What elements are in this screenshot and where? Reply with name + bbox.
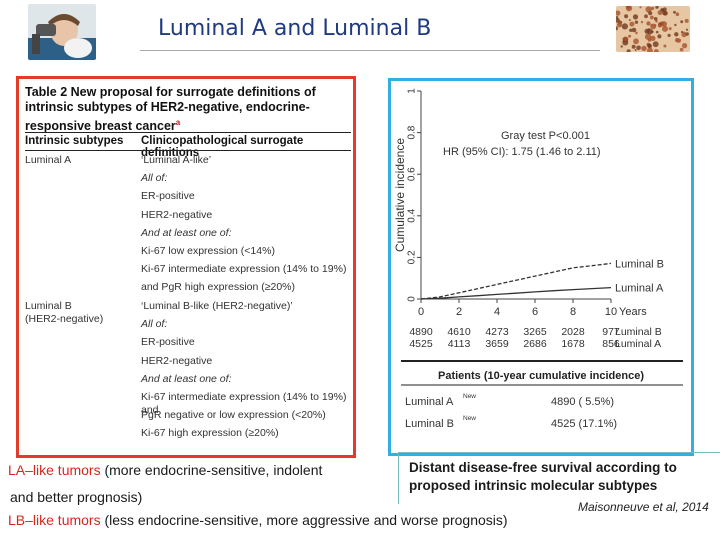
- x-tick-label: 6: [532, 306, 538, 318]
- chart-annotation-hr: HR (95% CI): 1.75 (1.46 to 2.11): [443, 146, 601, 158]
- at-risk-value: 4113: [448, 338, 471, 350]
- series-line-luminal-a: [420, 286, 612, 300]
- x-tick-label: 4: [494, 306, 500, 318]
- citation: Maisonneuve et al, 2014: [578, 500, 709, 514]
- subtype-luminal-b: Luminal B: [25, 300, 72, 312]
- chart-svg: 0 0.2 0.4 0.6 0.8 1 Cumulative incidence 0 2 4 6 8 1…: [393, 88, 683, 430]
- chart-annotation-test: Gray test P<0.001: [501, 130, 590, 142]
- definition-line: All of:: [141, 318, 168, 331]
- x-tick-label: 8: [570, 306, 576, 318]
- microscope-user-photo: [28, 4, 96, 60]
- definition-line: Ki-67 high expression (≥20%): [141, 427, 279, 440]
- summary-row-mark: New: [463, 415, 476, 422]
- y-tick-label: 0.2: [407, 250, 418, 264]
- x-axis-label: Years: [619, 306, 647, 318]
- at-risk-label: Luminal B: [615, 326, 662, 338]
- series-label: Luminal A: [615, 283, 664, 295]
- at-risk-value: 3659: [485, 338, 509, 350]
- at-risk-value: 4890: [409, 326, 433, 338]
- y-tick-label: 0: [407, 296, 418, 302]
- at-risk-value: 4610: [447, 326, 471, 338]
- definition-line: ER-positive: [141, 190, 195, 203]
- y-tick-label: 0.8: [407, 125, 418, 139]
- summary-row-mark: New: [463, 393, 476, 400]
- figure-caption: Distant disease-free survival according …: [398, 452, 720, 504]
- definition-line: ER-positive: [141, 336, 195, 349]
- at-risk-value: 2028: [561, 326, 585, 338]
- y-axis-label: Cumulative incidence: [393, 138, 407, 252]
- table-title: Table 2 New proposal for surrogate defin…: [25, 85, 316, 134]
- at-risk-value: 3265: [523, 326, 547, 338]
- at-risk-value: 4525: [409, 338, 433, 350]
- definition-line: Ki-67 intermediate expression (14% to 19…: [141, 263, 347, 276]
- slide-title: Luminal A and Luminal B: [158, 16, 432, 41]
- luminal-b-caption: LB–like tumors (less endocrine-sensitive…: [8, 512, 508, 528]
- at-risk-value: 4273: [485, 326, 509, 338]
- at-risk-label: Luminal A: [615, 338, 661, 350]
- definition-line: PgR negative or low expression (<20%): [141, 409, 326, 422]
- surrogate-definitions-table: Table 2 New proposal for surrogate defin…: [16, 76, 356, 458]
- summary-row-name: Luminal A: [405, 396, 454, 408]
- summary-row-value: 4890 ( 5.5%): [551, 396, 614, 408]
- y-tick-label: 0.4: [407, 208, 418, 222]
- luminal-a-caption: LA–like tumors (more endocrine-sensitive…: [8, 462, 323, 478]
- summary-row-name: Luminal B: [405, 418, 454, 430]
- table-rule-header: [25, 150, 351, 151]
- definition-line: All of:: [141, 172, 168, 185]
- definition-line: HER2-negative: [141, 208, 213, 221]
- summary-row-value: 4525 (17.1%): [551, 418, 617, 430]
- at-risk-value: 856: [602, 338, 620, 350]
- subtype-luminal-a: Luminal A: [25, 154, 72, 166]
- definition-line: HER2-negative: [141, 354, 213, 367]
- x-tick-label: 2: [456, 306, 462, 318]
- at-risk-value: 1678: [561, 338, 585, 350]
- title-divider: [140, 50, 600, 51]
- definition-line: Ki-67 intermediate expression (14% to 19…: [141, 391, 347, 416]
- table-rule-top: [25, 132, 351, 133]
- definition-line: and PgR high expression (≥20%): [141, 281, 296, 294]
- y-tick-label: 0.6: [407, 167, 418, 181]
- luminal-a-caption-cont: and better prognosis): [10, 489, 143, 505]
- summary-header: Patients (10-year cumulative incidence): [438, 370, 644, 382]
- y-tick-label: 1: [407, 88, 418, 94]
- table-header-subtype: Intrinsic subtypes: [25, 135, 124, 147]
- tissue-histology-image: [616, 6, 690, 52]
- x-tick-label: 10: [605, 306, 617, 318]
- definition-line: Ki-67 low expression (<14%): [141, 245, 275, 257]
- definition-line: And at least one of:: [141, 226, 232, 239]
- series-label: Luminal B: [615, 258, 664, 270]
- definition-line: ‘Luminal A-like’: [141, 154, 212, 166]
- at-risk-value: 2686: [523, 338, 547, 350]
- definition-line: ‘Luminal B-like (HER2-negative)’: [141, 300, 293, 312]
- subtype-luminal-b-note: (HER2-negative): [25, 313, 104, 325]
- series-line-luminal-b: [420, 262, 612, 300]
- cumulative-incidence-chart: 0 0.2 0.4 0.6 0.8 1 Cumulative incidence 0 2 4 6 8 1…: [388, 78, 694, 456]
- definition-line: And at least one of:: [141, 372, 232, 385]
- at-risk-value: 977: [602, 326, 620, 338]
- x-tick-label: 0: [418, 306, 424, 318]
